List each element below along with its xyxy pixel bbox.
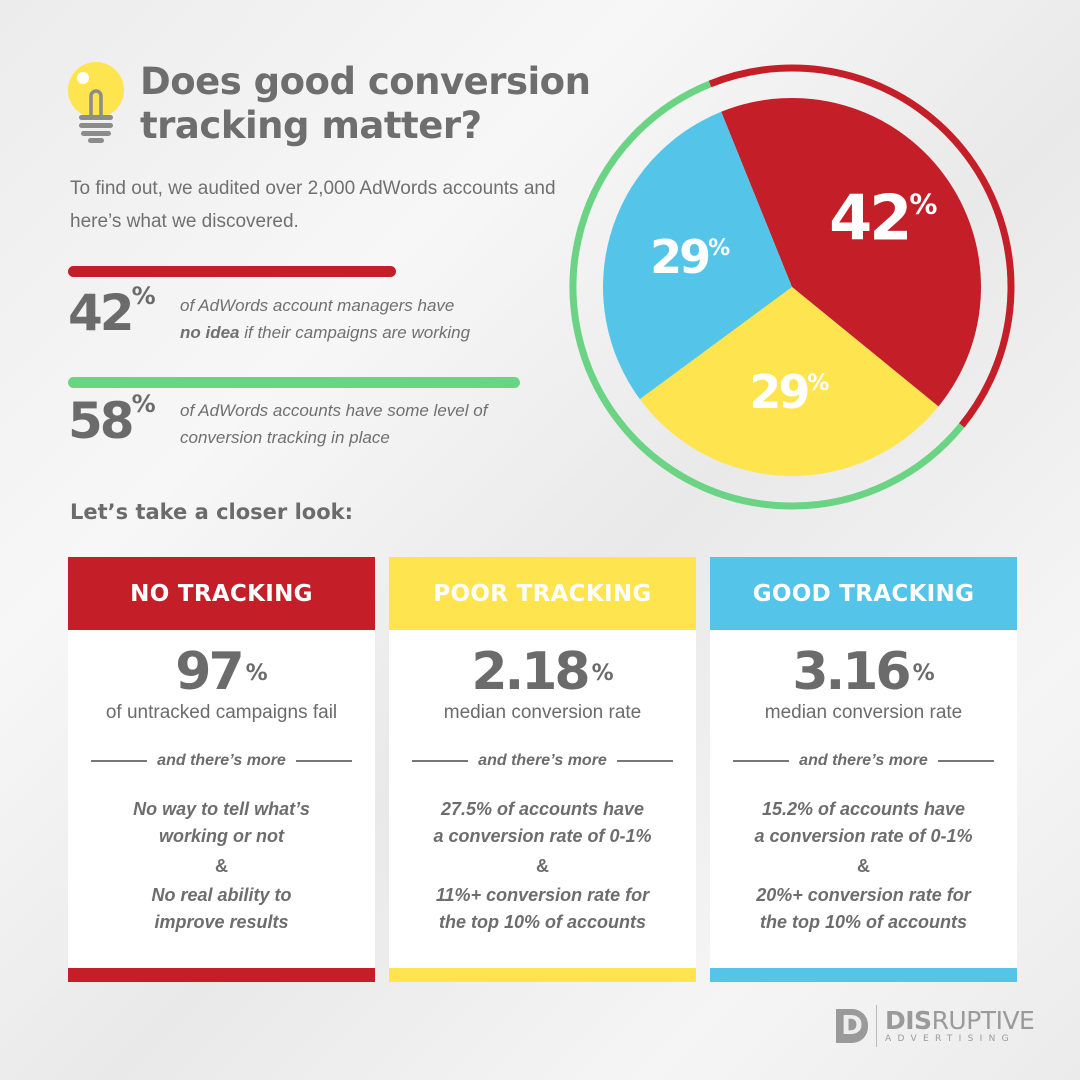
section-heading: Let’s take a closer look:: [70, 500, 353, 524]
card-divider: and there’s more: [389, 752, 696, 770]
outer-ring-segment-1: [569, 80, 965, 510]
card-divider: and there’s more: [710, 752, 1017, 770]
card-ampersand: &: [215, 856, 228, 876]
page-title: Does good conversion tracking matter?: [140, 60, 591, 147]
card-ampersand: &: [536, 856, 549, 876]
card-value: 3.16%: [792, 642, 935, 702]
card-header: NO TRACKING: [68, 557, 375, 630]
card-header: POOR TRACKING: [389, 557, 696, 630]
intro-text: To find out, we audited over 2,000 AdWor…: [70, 178, 556, 232]
pie-chart: 42%29%29%: [569, 64, 1015, 510]
card-ampersand: &: [857, 856, 870, 876]
pie-slice-1: [639, 287, 939, 476]
outer-ring-segment-0: [708, 64, 1015, 428]
card-description: median conversion rate: [443, 702, 642, 723]
card-no-tracking: NO TRACKING 97% of untracked campaigns f…: [68, 557, 375, 982]
card-description: median conversion rate: [764, 702, 963, 723]
card-detail-2: No real ability to improve results: [151, 885, 292, 932]
card-detail-1: 27.5% of accounts have a conversion rate …: [433, 799, 652, 846]
pie-slice-2: [603, 111, 792, 400]
card-detail-2: 11%+ conversion rate for the top 10% of a…: [435, 885, 650, 932]
card-footer-bar: [68, 968, 375, 982]
stat-bar-tracking: [68, 377, 521, 388]
card-footer-bar: [710, 968, 1017, 982]
card-value: 2.18%: [471, 642, 614, 702]
pie-slice-0: [721, 98, 981, 407]
card-footer-bar: [389, 968, 696, 982]
stat-text-42: of AdWords account managers have no idea …: [180, 296, 471, 342]
stat-value-42: 42%: [68, 282, 156, 342]
card-detail-2: 20%+ conversion rate for the top 10% of a…: [756, 885, 971, 932]
stat-value-58: 58%: [68, 390, 156, 450]
stat-bar-no-idea: [68, 266, 396, 277]
logo-mark: D: [836, 1009, 868, 1043]
card-description: of untracked campaigns fail: [105, 702, 338, 723]
card-good-tracking: GOOD TRACKING 3.16% median conversion ra…: [710, 557, 1017, 982]
logo-divider: [876, 1005, 877, 1047]
stat-text-58: of AdWords accounts have some level of co…: [180, 401, 488, 447]
card-header: GOOD TRACKING: [710, 557, 1017, 630]
lightbulb-icon: [68, 62, 124, 143]
card-divider: and there’s more: [68, 752, 375, 770]
card-detail-1: No way to tell what’s working or not: [133, 799, 310, 846]
card-value: 97%: [175, 642, 268, 702]
disruptive-logo: D DISRUPTIVE ADVERTISING: [836, 1005, 1035, 1047]
card-detail-1: 15.2% of accounts have a conversion rate …: [754, 799, 973, 846]
card-poor-tracking: POOR TRACKING 2.18% median conversion ra…: [389, 557, 696, 982]
